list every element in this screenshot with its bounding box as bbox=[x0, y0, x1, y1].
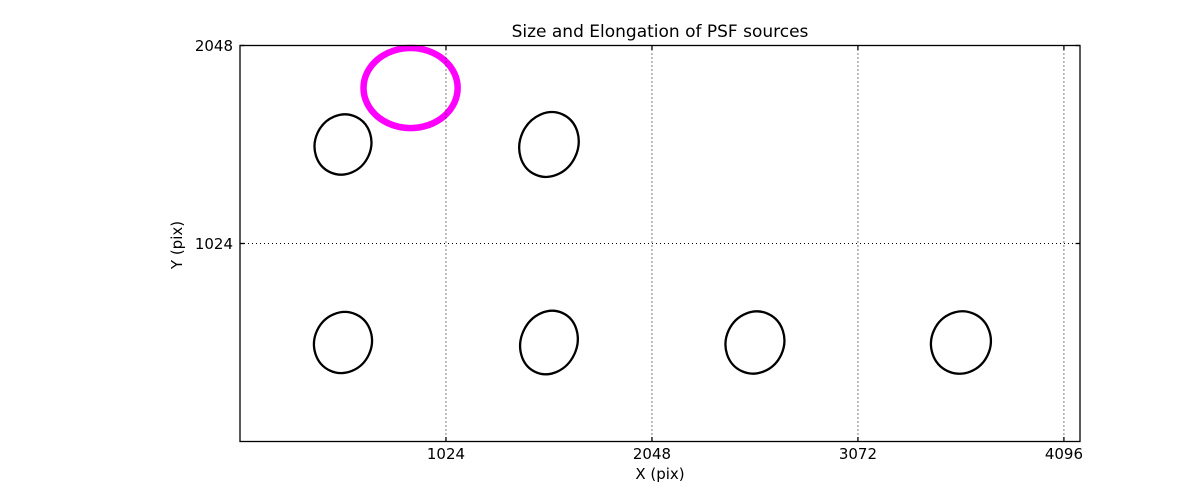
psf-ellipse bbox=[518, 309, 579, 376]
y-tick-label-2048: 2048 bbox=[194, 36, 233, 55]
chart-title: Size and Elongation of PSF sources bbox=[511, 22, 809, 42]
x-tick-label-1024: 1024 bbox=[426, 444, 466, 463]
x-tick-label-3072: 3072 bbox=[838, 444, 878, 463]
psf-ellipse bbox=[518, 110, 580, 179]
x-axis-label: X (pix) bbox=[635, 465, 685, 483]
psf-ellipse bbox=[724, 310, 786, 375]
psf-ellipse bbox=[929, 310, 992, 375]
highlighted-psf-ellipse bbox=[360, 44, 461, 132]
x-tick-label-4096: 4096 bbox=[1044, 444, 1083, 463]
y-tick-label-1024: 1024 bbox=[194, 234, 233, 253]
x-tick-label-2048: 2048 bbox=[632, 444, 672, 463]
psf-ellipse bbox=[312, 310, 374, 375]
psf-ellipse bbox=[313, 113, 373, 176]
y-axis-label: Y (pix) bbox=[167, 220, 186, 270]
